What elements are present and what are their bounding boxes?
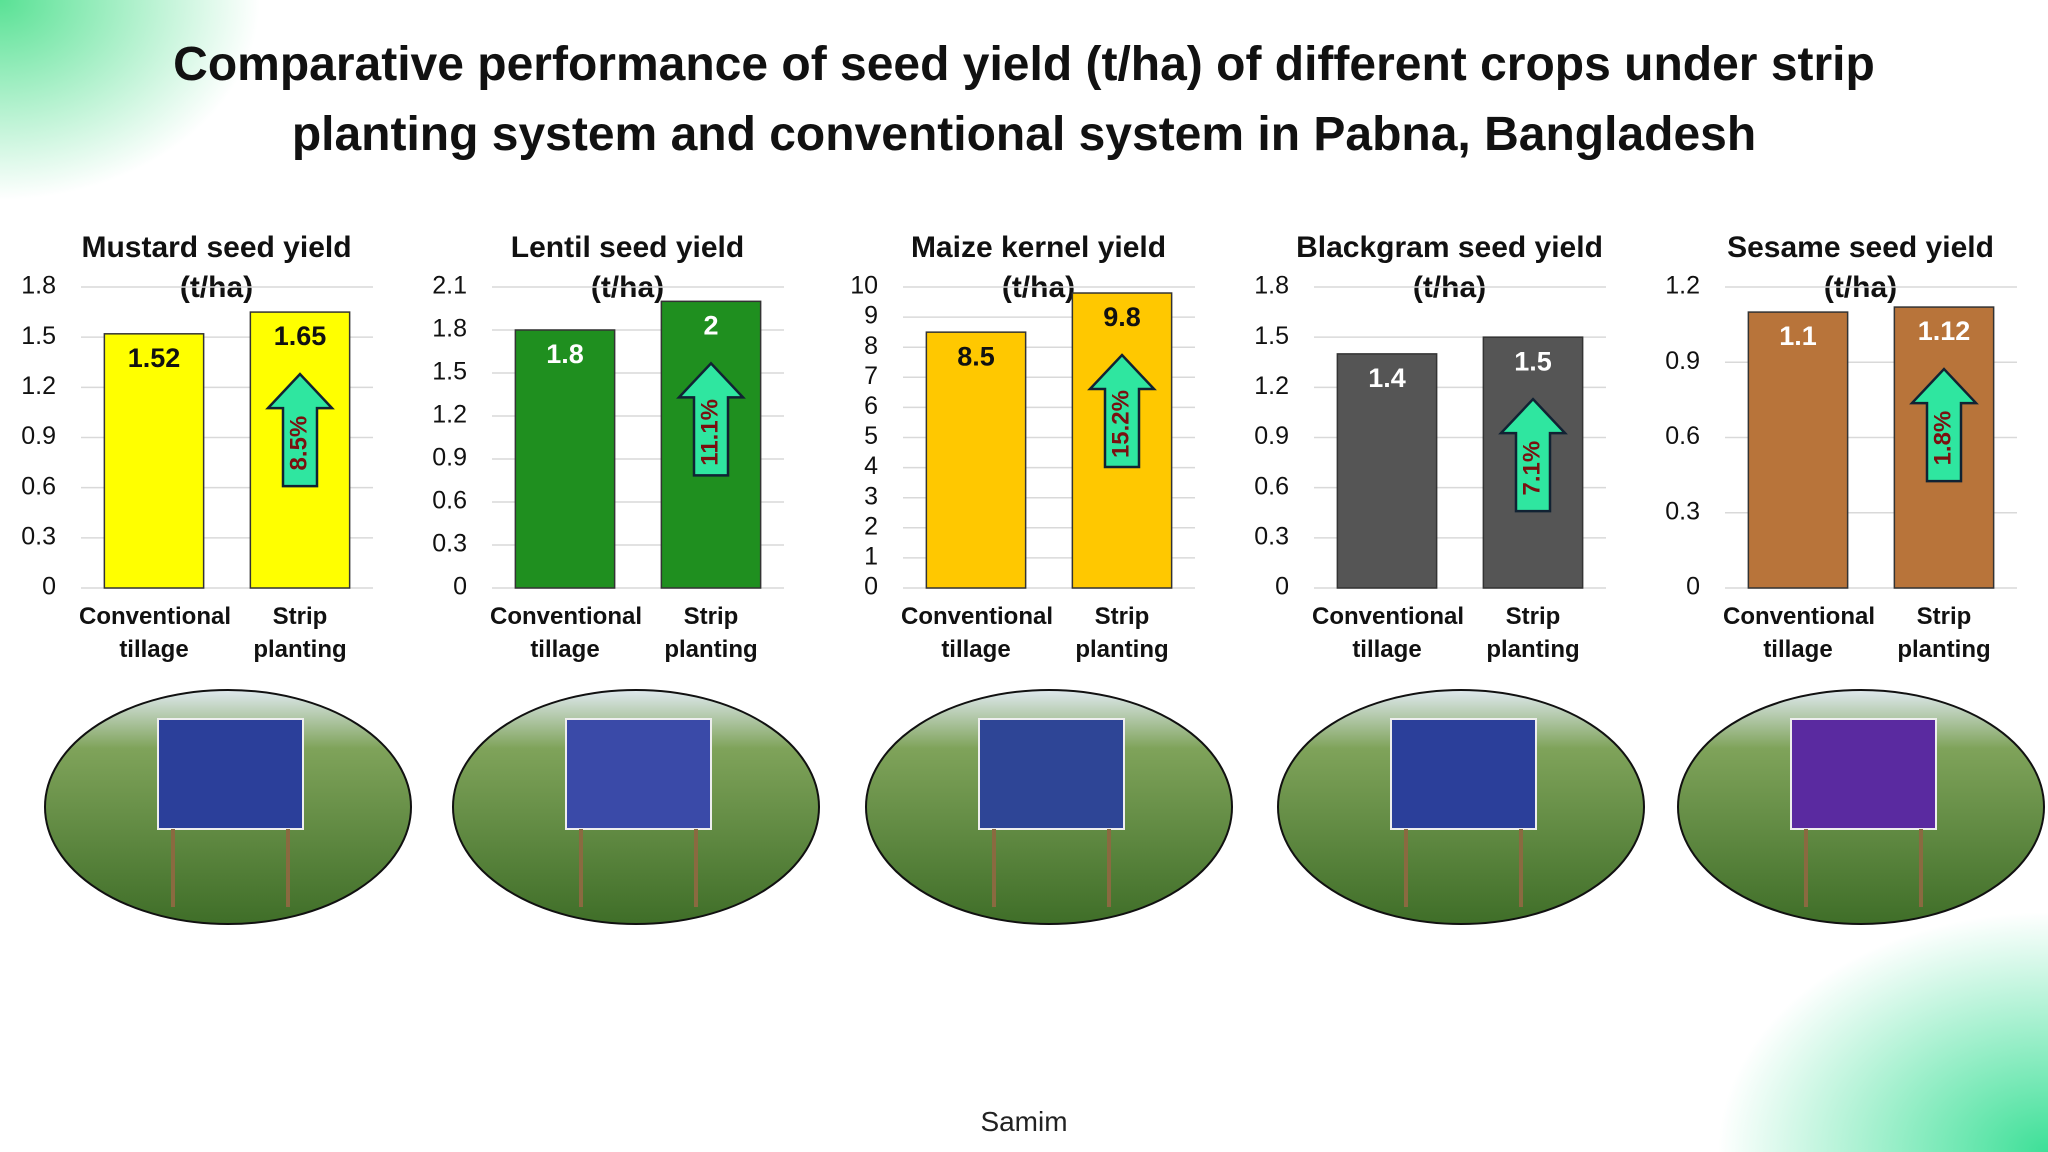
y-tick-label: 0.6 xyxy=(432,487,467,515)
plot: 0 0.3 0.6 0.9 1.2 1.1 1.12 1.8% xyxy=(1665,272,2017,598)
data-label: 1.65 xyxy=(274,321,327,351)
y-tick-label: 2.1 xyxy=(432,272,467,300)
chart: Lentil seed yield (t/ha) 0 0.3 0.6 0.9 1.2 1.5… xyxy=(411,228,822,678)
y-tick-label: 1.2 xyxy=(21,372,56,400)
footer: Samim xyxy=(980,1106,1068,1137)
annotation: 7.1% xyxy=(1518,441,1545,496)
increase-arrow xyxy=(265,372,335,488)
y-tick-label: 1.5 xyxy=(432,358,467,386)
increase-arrow xyxy=(676,361,746,477)
photo-sign xyxy=(1390,718,1537,830)
photo-sign xyxy=(1790,718,1937,830)
annotation: 11.1% xyxy=(696,399,723,466)
y-tick-label: 0.6 xyxy=(1254,472,1289,500)
x-tick-label: Strip planting xyxy=(664,603,758,663)
y-tick-label: 0.3 xyxy=(1665,497,1700,525)
y-tick-label: 1.2 xyxy=(1665,272,1700,300)
y-tick-label: 0 xyxy=(1275,573,1289,598)
bar xyxy=(1336,353,1438,589)
chart-title: Lentil seed yield (t/ha) xyxy=(510,231,745,304)
photo-sign xyxy=(978,718,1125,830)
data-label: 9.8 xyxy=(1103,302,1141,332)
x-tick-label: Conventional tillage xyxy=(79,603,232,663)
y-tick-label: 1.5 xyxy=(1254,322,1289,350)
x-tick-label: Conventional tillage xyxy=(1723,603,1876,663)
slide-title: Comparative performance of seed yield (t… xyxy=(173,38,1875,161)
y-tick-label: 3 xyxy=(864,482,878,510)
data-label: 1.8 xyxy=(546,339,584,369)
annotation: 15.2% xyxy=(1107,390,1134,458)
data-label: 2 xyxy=(703,310,718,340)
chart-title: Maize kernel yield (t/ha) xyxy=(910,231,1167,304)
y-tick-label: 0 xyxy=(864,573,878,598)
y-tick-label: 1.8 xyxy=(1254,272,1289,300)
bar xyxy=(103,333,205,589)
data-label: 1.4 xyxy=(1368,363,1406,393)
data-label: 1.1 xyxy=(1779,321,1817,351)
x-tick-label: Strip planting xyxy=(1897,603,1991,663)
x-tick-label: Conventional tillage xyxy=(1312,603,1465,663)
x-tick-label: Strip planting xyxy=(1486,603,1580,663)
bar xyxy=(514,329,616,589)
y-tick-label: 1.8 xyxy=(432,315,467,343)
y-tick-label: 0.3 xyxy=(1254,522,1289,550)
y-tick-label: 0.3 xyxy=(432,530,467,558)
y-tick-label: 1.2 xyxy=(432,401,467,429)
bar xyxy=(1747,311,1849,589)
y-tick-label: 4 xyxy=(864,452,878,480)
y-tick-label: 1.2 xyxy=(1254,372,1289,400)
x-tick-label: Strip planting xyxy=(253,603,347,663)
chart: Sesame seed yield (t/ha) 0 0.3 0.6 0.9 1.2 1.1… xyxy=(1644,228,2048,678)
data-label: 8.5 xyxy=(957,341,995,371)
y-tick-label: 0.9 xyxy=(432,444,467,472)
y-tick-label: 9 xyxy=(864,302,878,330)
plot: 0 0.3 0.6 0.9 1.2 1.5 1.8 1.4 1.5 7.1% xyxy=(1254,272,1606,598)
y-tick-label: 0 xyxy=(453,573,467,598)
chart: Maize kernel yield (t/ha) 0 1 2 3 4 5 6 7 8 9 10 8.5… xyxy=(822,228,1233,678)
chart-title: Blackgram seed yield (t/ha) xyxy=(1296,231,1603,304)
y-tick-label: 0.9 xyxy=(1665,347,1700,375)
plot: 0 0.3 0.6 0.9 1.2 1.5 1.8 1.52 1.65 8.5% xyxy=(21,272,373,598)
plot: 0 0.3 0.6 0.9 1.2 1.5 1.8 2.1 1.8 2 11.1% xyxy=(432,272,784,598)
y-tick-label: 0.6 xyxy=(1665,422,1700,450)
photo-sign xyxy=(157,718,304,830)
y-tick-label: 2 xyxy=(864,512,878,540)
photo-sign xyxy=(565,718,712,830)
x-tick-label: Conventional tillage xyxy=(490,603,643,663)
annotation: 1.8% xyxy=(1929,411,1956,466)
y-tick-label: 5 xyxy=(864,422,878,450)
y-tick-label: 8 xyxy=(864,332,878,360)
y-tick-label: 1.5 xyxy=(21,322,56,350)
y-tick-label: 0.6 xyxy=(21,472,56,500)
data-label: 1.12 xyxy=(1918,316,1971,346)
y-tick-label: 0 xyxy=(42,573,56,598)
y-tick-label: 0.9 xyxy=(1254,422,1289,450)
data-label: 1.5 xyxy=(1514,346,1552,376)
y-tick-label: 0.3 xyxy=(21,522,56,550)
data-label: 1.52 xyxy=(128,343,181,373)
increase-arrow xyxy=(1909,367,1979,483)
y-tick-label: 6 xyxy=(864,392,878,420)
y-tick-label: 10 xyxy=(850,272,878,300)
bar xyxy=(925,331,1027,589)
y-tick-label: 0 xyxy=(1686,573,1700,598)
chart: Mustard seed yield (t/ha) 0 0.3 0.6 0.9 1.2 1.… xyxy=(0,228,411,678)
annotation: 8.5% xyxy=(285,416,312,471)
y-tick-label: 0.9 xyxy=(21,422,56,450)
chart: Blackgram seed yield (t/ha) 0 0.3 0.6 0.9 1.2… xyxy=(1233,228,1644,678)
increase-arrow xyxy=(1087,353,1157,469)
increase-arrow xyxy=(1498,397,1568,513)
y-tick-label: 1 xyxy=(864,543,878,571)
y-tick-label: 1.8 xyxy=(21,272,56,300)
y-tick-label: 7 xyxy=(864,362,878,390)
x-tick-label: Conventional tillage xyxy=(901,603,1054,663)
x-tick-label: Strip planting xyxy=(1075,603,1169,663)
